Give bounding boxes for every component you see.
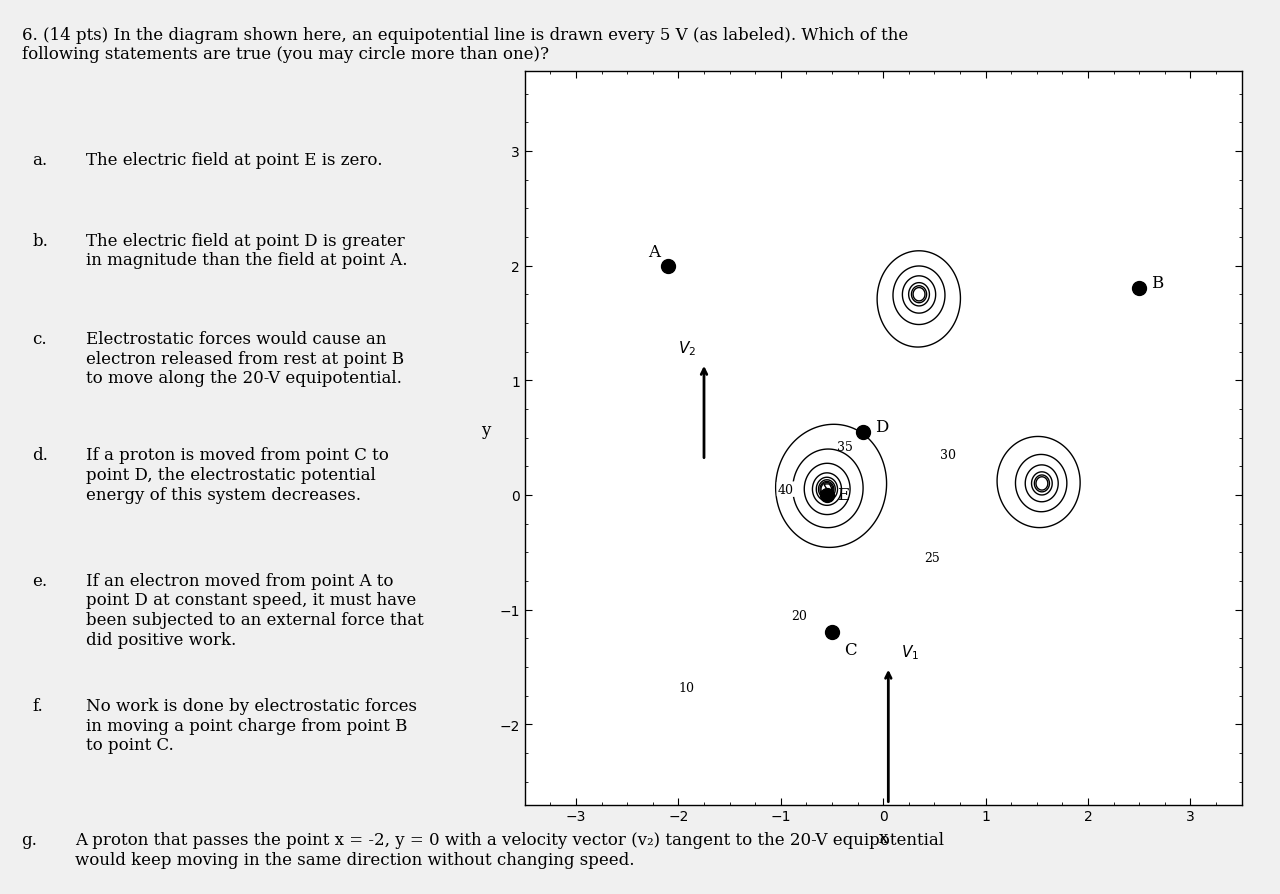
Text: $V_1$: $V_1$	[901, 643, 919, 662]
Text: b.: b.	[32, 232, 49, 249]
Text: $V_2$: $V_2$	[677, 339, 696, 358]
Text: d.: d.	[32, 447, 49, 464]
Text: The electric field at point E is zero.: The electric field at point E is zero.	[86, 152, 383, 169]
X-axis label: x: x	[878, 829, 888, 846]
Text: A proton that passes the point x = -2, y = 0 with a velocity vector (v₂) tangent: A proton that passes the point x = -2, y…	[76, 831, 945, 868]
Text: g.: g.	[22, 831, 37, 848]
Text: 10: 10	[678, 681, 694, 695]
Text: 25: 25	[924, 552, 940, 565]
Text: If an electron moved from point A to
point D at constant speed, it must have
bee: If an electron moved from point A to poi…	[86, 572, 424, 648]
Text: 35: 35	[837, 441, 852, 454]
Text: A: A	[648, 244, 659, 261]
Text: Electrostatic forces would cause an
electron released from rest at point B
to mo: Electrostatic forces would cause an elec…	[86, 331, 404, 387]
Text: D: D	[876, 418, 888, 435]
Text: c.: c.	[32, 331, 47, 348]
Text: 6. (14 pts) In the diagram shown here, an equipotential line is drawn every 5 V : 6. (14 pts) In the diagram shown here, a…	[22, 27, 908, 63]
Text: B: B	[1152, 275, 1164, 292]
Y-axis label: y: y	[481, 421, 490, 438]
Text: E: E	[837, 487, 850, 504]
Text: No work is done by electrostatic forces
in moving a point charge from point B
to: No work is done by electrostatic forces …	[86, 697, 417, 754]
Text: 40: 40	[778, 483, 794, 496]
Text: e.: e.	[32, 572, 47, 589]
Text: If a proton is moved from point C to
point D, the electrostatic potential
energy: If a proton is moved from point C to poi…	[86, 447, 389, 503]
Text: C: C	[845, 642, 856, 659]
Text: The electric field at point D is greater
in magnitude than the field at point A.: The electric field at point D is greater…	[86, 232, 407, 269]
Text: f.: f.	[32, 697, 44, 714]
Text: 30: 30	[940, 449, 955, 461]
Text: 20: 20	[791, 609, 806, 622]
Text: a.: a.	[32, 152, 47, 169]
